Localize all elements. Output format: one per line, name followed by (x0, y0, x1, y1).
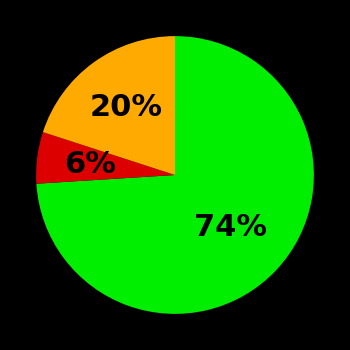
Text: 6%: 6% (64, 150, 116, 179)
Text: 20%: 20% (90, 93, 162, 122)
Wedge shape (43, 36, 175, 175)
Wedge shape (36, 36, 314, 314)
Wedge shape (36, 132, 175, 184)
Text: 74%: 74% (194, 213, 267, 242)
